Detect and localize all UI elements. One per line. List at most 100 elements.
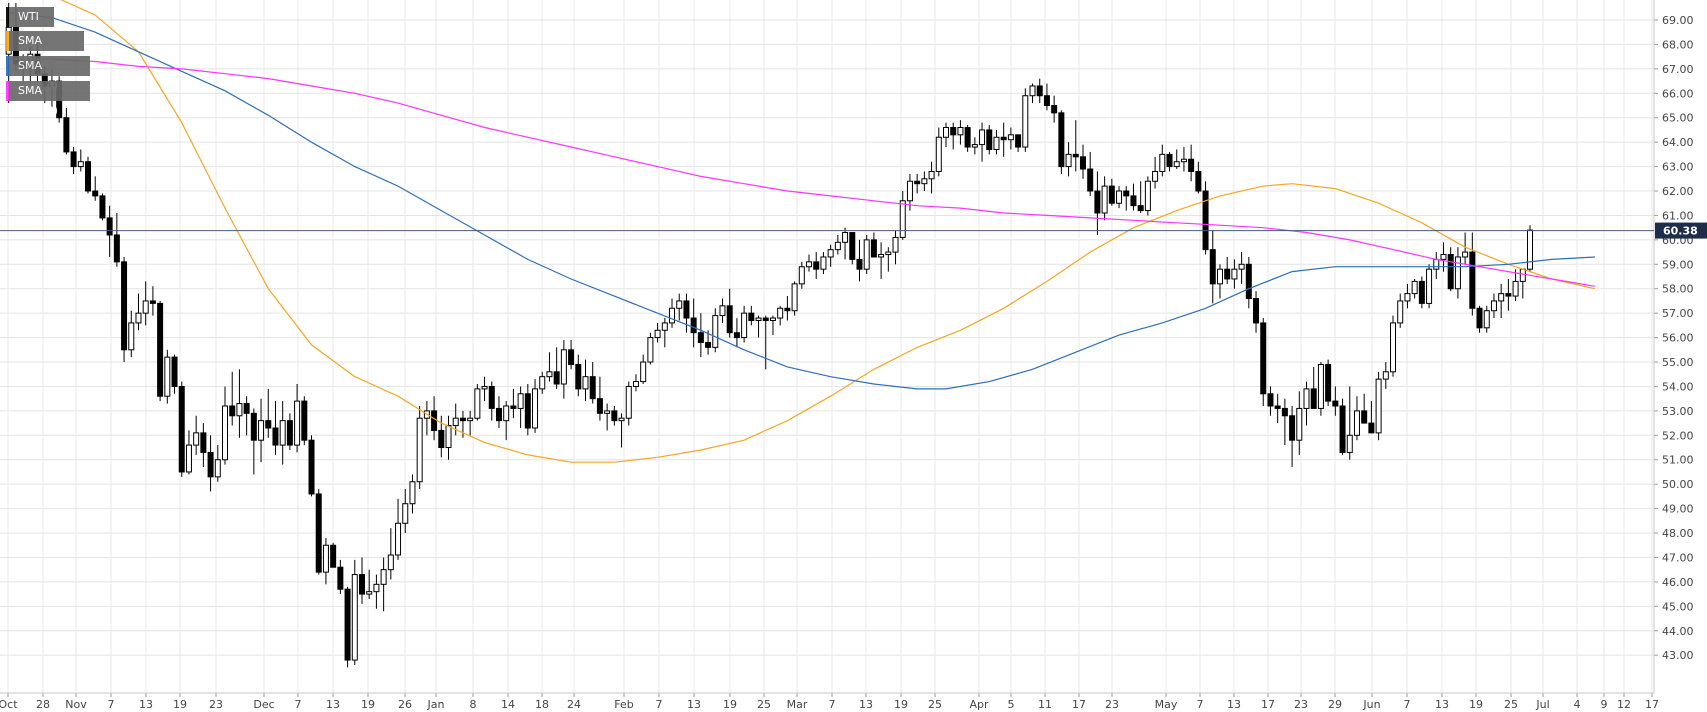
y-axis-labels: 69.00 68.00 67.00 66.00 65.00 64.00 63.00 62.00…	[1662, 14, 1694, 662]
candle-body	[755, 317, 762, 321]
candle-body	[1505, 293, 1512, 297]
candle-body	[229, 405, 236, 417]
candle-body	[798, 266, 805, 285]
y-tick-label: 49.00	[1662, 503, 1694, 516]
candle-body	[524, 393, 531, 429]
candle-body	[366, 591, 373, 595]
candle-body	[294, 400, 301, 446]
x-tick-label: 13	[139, 698, 153, 711]
candle-body	[1483, 310, 1490, 329]
candle-body	[935, 136, 942, 172]
candle-body	[1411, 280, 1418, 295]
candle-body	[777, 307, 784, 319]
candle-body	[1144, 180, 1151, 212]
x-tick-label: 9	[1601, 698, 1608, 711]
candle-body	[1303, 388, 1310, 409]
candle-body	[914, 180, 921, 185]
legend-swatch-wti	[6, 7, 9, 27]
legend-item-sma50[interactable]: SMA (50,0)	[6, 31, 84, 67]
candle-body	[806, 261, 813, 268]
candle-body	[395, 522, 402, 556]
x-axis-labels: Oct 28 Nov 7 13 19 23 Dec 7 13 19 26 Jan 8 14 18 24 Feb 7 1…	[0, 698, 1659, 711]
x-tick-label: 28	[36, 698, 50, 711]
candle-body	[1281, 407, 1288, 417]
candle-body	[1353, 410, 1360, 436]
candle-body	[1382, 371, 1389, 380]
candle-body	[409, 481, 416, 505]
candle-body	[1007, 134, 1014, 141]
y-tick-label: 45.00	[1662, 600, 1694, 613]
x-tick-label: 24	[567, 698, 581, 711]
x-tick-label: 29	[1328, 698, 1342, 711]
candle-body	[1440, 254, 1447, 260]
candle-body	[330, 544, 337, 568]
candle-body	[315, 493, 322, 573]
y-tick-label: 65.00	[1662, 112, 1694, 125]
candle-body	[762, 317, 769, 321]
y-tick-label: 67.00	[1662, 63, 1694, 76]
candle-body	[1469, 251, 1476, 309]
candle-body	[1332, 400, 1339, 407]
candle-body	[892, 236, 899, 253]
x-tick-label: 19	[723, 698, 737, 711]
candle-body	[1527, 229, 1534, 270]
legend-item-wti[interactable]: WTI	[6, 7, 54, 27]
candle-body	[582, 376, 589, 390]
candle-body	[1101, 185, 1108, 214]
candle-body	[272, 427, 279, 446]
candle-body	[258, 420, 265, 441]
candle-body	[842, 232, 849, 243]
candle-body	[510, 405, 517, 409]
candle-body	[596, 398, 603, 414]
candle-body	[589, 376, 596, 400]
candle-body	[827, 249, 834, 258]
candle-body	[1231, 268, 1238, 280]
y-tick-label: 64.00	[1662, 136, 1694, 149]
candle-body	[1188, 158, 1195, 172]
candle-body	[1390, 322, 1397, 373]
y-tick-label: 47.00	[1662, 551, 1694, 564]
y-tick-label: 66.00	[1662, 87, 1694, 100]
legend-item-sma200[interactable]: SMA (200,0)	[6, 81, 90, 117]
legend-item-sma100[interactable]: SMA (100,0)	[6, 56, 90, 92]
candle-body	[979, 129, 986, 146]
candle-body	[1253, 298, 1260, 324]
candle-body	[733, 332, 740, 339]
candle-body	[1058, 112, 1065, 168]
candle-body	[705, 341, 712, 348]
x-tick-label: 18	[535, 698, 549, 711]
candle-body	[481, 385, 488, 390]
candle-body	[1404, 293, 1411, 302]
candle-body	[243, 403, 250, 414]
y-tick-label: 44.00	[1662, 625, 1694, 638]
candle-body	[1397, 300, 1404, 324]
candle-body	[351, 574, 358, 661]
candle-body	[1346, 434, 1353, 453]
y-tick-label: 56.00	[1662, 332, 1694, 345]
candle-body	[1079, 156, 1086, 170]
x-tick-label: 13	[859, 698, 873, 711]
x-tick-label: 19	[894, 698, 908, 711]
candle-body	[654, 329, 661, 339]
candle-body	[899, 200, 906, 238]
y-tick-label: 48.00	[1662, 527, 1694, 540]
candle-body	[1454, 256, 1461, 290]
y-tick-label: 43.00	[1662, 649, 1694, 662]
candle-body	[849, 232, 856, 260]
candle-body	[1065, 153, 1072, 168]
candle-body	[1317, 363, 1324, 409]
candle-body	[135, 312, 142, 324]
candle-body	[661, 322, 668, 331]
candle-body	[863, 239, 870, 270]
candle-body	[1224, 268, 1231, 280]
candle-body	[438, 429, 445, 449]
candle-body	[993, 136, 1000, 150]
x-tick-label: Mar	[787, 698, 808, 711]
candle-body	[1361, 410, 1368, 424]
x-tick-label: Feb	[614, 698, 633, 711]
candle-body	[121, 261, 128, 351]
x-tick-label: 7	[295, 698, 302, 711]
candle-body	[337, 566, 344, 590]
candle-body	[322, 544, 329, 573]
